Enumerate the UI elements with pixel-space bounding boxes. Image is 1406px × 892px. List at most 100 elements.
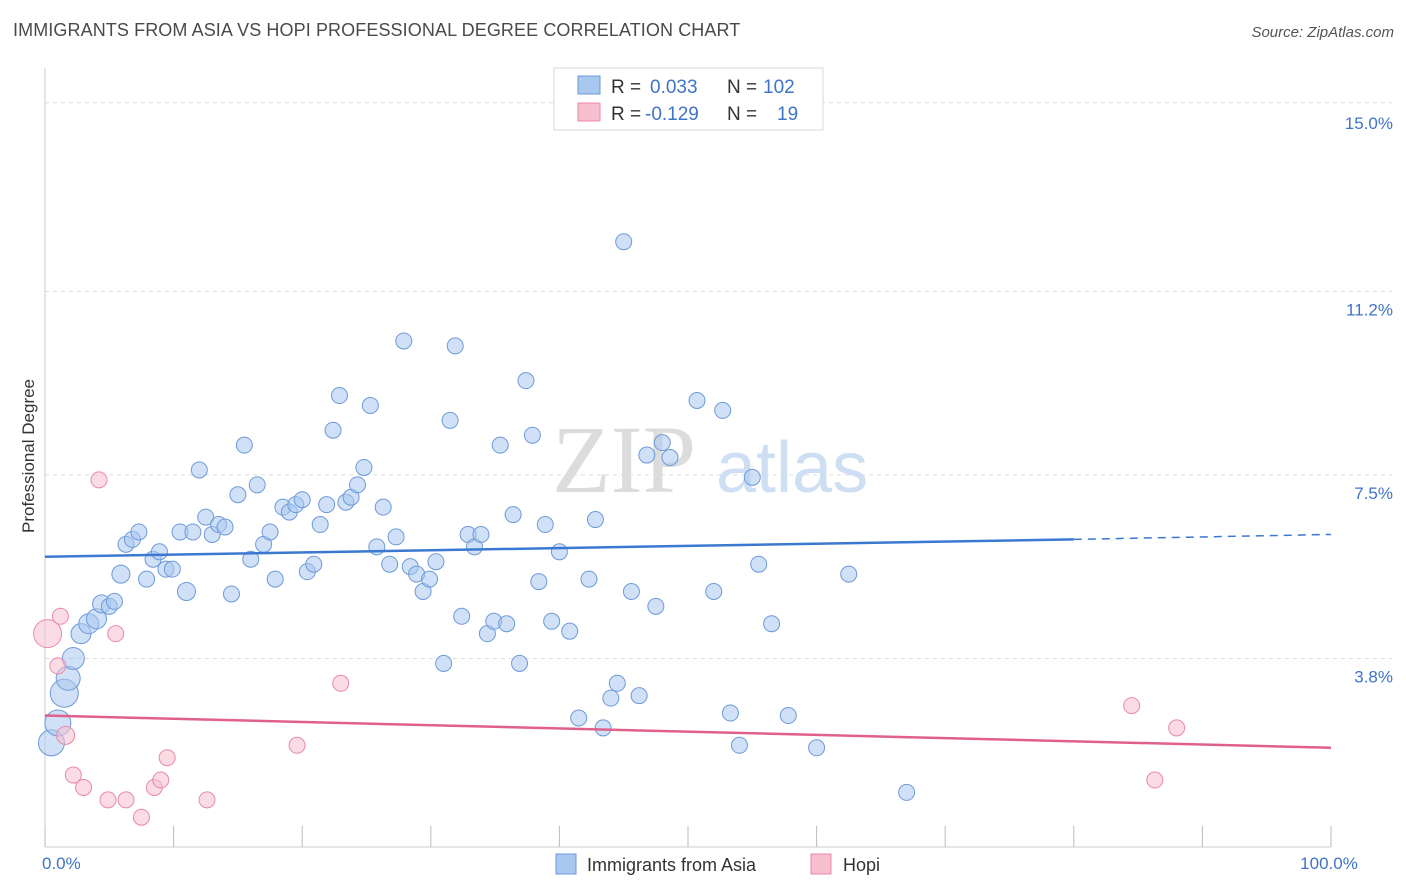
trend-line-asia-extrapolated — [1073, 533, 1332, 541]
point-immigrants-from-asia — [355, 458, 373, 476]
point-immigrants-from-asia — [661, 449, 679, 467]
bottom-legend-label-hopi: Hopi — [843, 855, 880, 875]
point-immigrants-from-asia — [387, 528, 405, 546]
watermark-atlas: atlas — [716, 428, 868, 508]
trend-line-asia — [44, 538, 1074, 559]
point-immigrants-from-asia — [504, 506, 522, 524]
point-immigrants-from-asia — [427, 553, 445, 571]
point-hopi — [132, 808, 150, 826]
point-immigrants-from-asia — [453, 607, 471, 625]
point-immigrants-from-asia — [498, 615, 516, 633]
point-hopi — [198, 791, 216, 809]
point-immigrants-from-asia — [446, 337, 464, 355]
point-hopi — [56, 725, 76, 745]
point-immigrants-from-asia — [630, 687, 648, 705]
point-immigrants-from-asia — [184, 523, 202, 541]
point-immigrants-from-asia — [163, 560, 181, 578]
point-hopi — [152, 771, 170, 789]
legend-n-label-asia: N = — [727, 77, 757, 98]
point-immigrants-from-asia — [536, 516, 554, 534]
point-immigrants-from-asia — [138, 570, 156, 588]
point-immigrants-from-asia — [594, 719, 612, 737]
point-immigrants-from-asia — [150, 543, 168, 561]
point-immigrants-from-asia — [517, 372, 535, 390]
point-immigrants-from-asia — [229, 486, 247, 504]
point-immigrants-from-asia — [318, 496, 336, 514]
point-immigrants-from-asia — [361, 396, 379, 414]
point-immigrants-from-asia — [622, 582, 640, 600]
point-hopi — [51, 607, 69, 625]
point-immigrants-from-asia — [395, 332, 413, 350]
point-immigrants-from-asia — [570, 709, 588, 727]
y-tick-label: 3.8% — [1354, 667, 1393, 686]
point-immigrants-from-asia — [638, 446, 656, 464]
point-immigrants-from-asia — [730, 736, 748, 754]
point-immigrants-from-asia — [235, 436, 253, 454]
point-immigrants-from-asia — [61, 646, 85, 670]
point-hopi — [33, 619, 63, 649]
point-immigrants-from-asia — [381, 555, 399, 573]
data-points — [33, 233, 1186, 826]
point-immigrants-from-asia — [898, 783, 916, 801]
point-immigrants-from-asia — [242, 550, 260, 568]
point-hopi — [1123, 697, 1141, 715]
point-immigrants-from-asia — [248, 476, 266, 494]
point-hopi — [107, 625, 125, 643]
point-immigrants-from-asia — [176, 581, 196, 601]
point-hopi — [288, 736, 306, 754]
point-immigrants-from-asia — [721, 704, 739, 722]
legend-r-label-asia: R = — [611, 77, 641, 98]
y-tick-label: 7.5% — [1354, 484, 1393, 503]
watermark: ZIP atlas — [552, 406, 868, 513]
point-immigrants-from-asia — [324, 421, 342, 439]
point-immigrants-from-asia — [530, 573, 548, 591]
point-hopi — [49, 657, 67, 675]
legend-swatch-hopi — [577, 102, 601, 122]
point-immigrants-from-asia — [523, 426, 541, 444]
point-immigrants-from-asia — [653, 434, 671, 452]
point-immigrants-from-asia — [608, 674, 626, 692]
axes — [44, 68, 1332, 848]
point-immigrants-from-asia — [840, 565, 858, 583]
point-immigrants-from-asia — [222, 585, 240, 603]
point-hopi — [117, 791, 135, 809]
point-hopi — [332, 674, 350, 692]
point-immigrants-from-asia — [293, 491, 311, 509]
x-tick-label: 100.0% — [1300, 854, 1358, 873]
point-hopi — [158, 749, 176, 767]
point-immigrants-from-asia — [602, 689, 620, 707]
point-immigrants-from-asia — [190, 461, 208, 479]
point-immigrants-from-asia — [197, 508, 215, 526]
point-immigrants-from-asia — [311, 516, 329, 534]
point-immigrants-from-asia — [763, 615, 781, 633]
point-immigrants-from-asia — [421, 570, 439, 588]
point-immigrants-from-asia — [348, 476, 366, 494]
point-immigrants-from-asia — [808, 739, 826, 757]
point-immigrants-from-asia — [705, 582, 723, 600]
bottom-legend-label-asia: Immigrants from Asia — [587, 855, 757, 875]
point-immigrants-from-asia — [105, 592, 123, 610]
series-legend: Immigrants from Asia Hopi — [555, 853, 880, 875]
point-immigrants-from-asia — [511, 654, 529, 672]
point-immigrants-from-asia — [374, 498, 392, 516]
legend-n-value-asia: 102 — [763, 77, 795, 98]
chart-title: IMMIGRANTS FROM ASIA VS HOPI PROFESSIONA… — [13, 20, 741, 40]
point-hopi — [90, 471, 108, 489]
point-immigrants-from-asia — [550, 543, 568, 561]
point-hopi — [99, 791, 117, 809]
point-immigrants-from-asia — [561, 622, 579, 640]
point-immigrants-from-asia — [130, 523, 148, 541]
point-hopi — [1146, 771, 1164, 789]
point-immigrants-from-asia — [266, 570, 284, 588]
point-immigrants-from-asia — [543, 612, 561, 630]
legend-n-label-hopi: N = — [727, 104, 757, 125]
point-immigrants-from-asia — [435, 654, 453, 672]
trend-lines — [44, 533, 1332, 750]
point-immigrants-from-asia — [750, 555, 768, 573]
legend-r-value-hopi: -0.129 — [645, 104, 699, 125]
point-immigrants-from-asia — [688, 391, 706, 409]
point-immigrants-from-asia — [586, 511, 604, 529]
x-tick-label: 0.0% — [42, 854, 81, 873]
point-hopi — [75, 778, 93, 796]
